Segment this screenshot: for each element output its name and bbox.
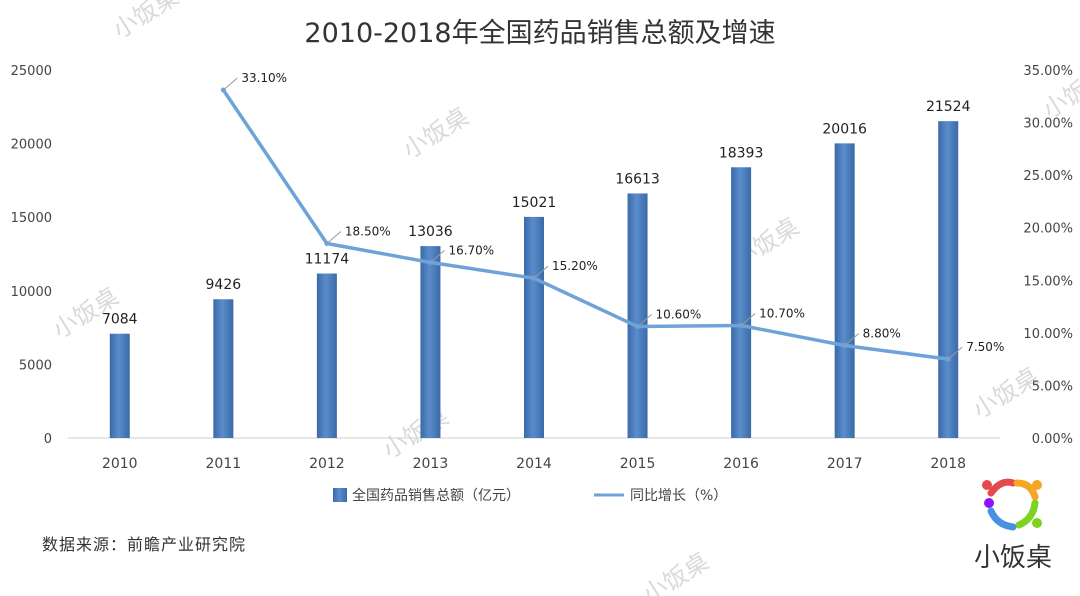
- growth-label-leader: [430, 250, 445, 263]
- y-right-tick-label: 20.00%: [1023, 222, 1073, 237]
- brand-logo: 小饭桌: [974, 478, 1052, 573]
- y-left-tick-label: 5000: [19, 358, 52, 373]
- x-tick-label: 2018: [930, 456, 966, 472]
- bar-value-label: 11174: [305, 252, 350, 268]
- y-axis-right: 0.00% 5.00% 10.00% 15.00% 20.00% 25.00% 30.00%…: [1023, 64, 1073, 447]
- bar-value-label: 15021: [512, 195, 557, 211]
- x-tick-label: 2010: [102, 456, 138, 472]
- watermark-text: 小饭桌: [378, 402, 454, 464]
- data-source-note: 数据来源：前瞻产业研究院: [42, 535, 246, 554]
- bar: [420, 246, 441, 438]
- y-right-tick-label: 25.00%: [1023, 169, 1073, 184]
- bar-value-label: 7084: [102, 312, 138, 328]
- bar: [731, 167, 752, 438]
- y-left-tick-label: 10000: [11, 285, 52, 300]
- y-left-tick-label: 15000: [11, 211, 52, 226]
- legend-bar-swatch: [333, 488, 347, 502]
- growth-value-label: 33.10%: [241, 71, 287, 85]
- bar-series: 7084 9426 11174 13036 15021 16613 18393 20016 21…: [102, 99, 971, 438]
- y-right-tick-label: 0.00%: [1032, 432, 1073, 447]
- bar-value-label: 18393: [719, 145, 764, 161]
- growth-label-leader: [533, 265, 549, 279]
- bar: [109, 333, 130, 438]
- growth-value-label: 8.80%: [863, 326, 901, 340]
- y-right-tick-label: 5.00%: [1032, 379, 1073, 394]
- bar-value-label: 13036: [408, 224, 453, 240]
- bar: [213, 299, 234, 438]
- legend-bar-label: 全国药品销售总额（亿元）: [352, 487, 520, 504]
- growth-line-series: 33.10% 18.50% 16.70% 15.20% 10.60% 10.70% 8.80…: [220, 71, 1004, 362]
- growth-value-label: 15.20%: [552, 259, 598, 273]
- x-tick-label: 2011: [206, 456, 242, 472]
- x-tick-label: 2016: [723, 456, 759, 472]
- growth-label-leader: [637, 314, 652, 327]
- y-right-tick-label: 30.00%: [1023, 117, 1073, 132]
- growth-value-label: 7.50%: [966, 340, 1004, 354]
- bar: [316, 273, 337, 438]
- growth-label-leader: [223, 77, 238, 91]
- growth-label-leader: [947, 346, 963, 360]
- watermark-text: 小饭桌: [108, 0, 184, 44]
- bar: [524, 216, 544, 438]
- logo-mark-icon: [982, 478, 1042, 531]
- watermark-text: 小饭桌: [638, 547, 714, 596]
- y-left-tick-label: 0: [44, 432, 52, 447]
- y-right-tick-label: 35.00%: [1023, 64, 1073, 79]
- y-left-tick-label: 20000: [11, 138, 52, 153]
- y-right-tick-label: 10.00%: [1023, 327, 1073, 342]
- logo-text: 小饭桌: [974, 543, 1052, 573]
- growth-line: [221, 88, 949, 361]
- bar-value-label: 20016: [822, 121, 867, 137]
- x-axis: 2010 2011 2012 2013 2014 2015 2016 2017 2018: [102, 456, 966, 472]
- growth-value-label: 16.70%: [448, 243, 494, 257]
- growth-value-label: 10.70%: [759, 306, 805, 320]
- bar-value-label: 16613: [615, 171, 660, 187]
- y-right-tick-label: 15.00%: [1023, 274, 1073, 289]
- growth-label-leader: [326, 231, 342, 244]
- y-left-tick-label: 25000: [11, 64, 52, 79]
- growth-value-label: 18.50%: [345, 224, 391, 238]
- x-tick-label: 2012: [309, 456, 345, 472]
- growth-value-label: 10.60%: [656, 308, 702, 322]
- bar: [938, 121, 959, 438]
- x-tick-label: 2013: [413, 456, 449, 472]
- legend: 全国药品销售总额（亿元） 同比增长（%）: [333, 487, 727, 504]
- bar-value-label: 9426: [206, 277, 242, 293]
- x-tick-label: 2014: [516, 456, 552, 472]
- bar-value-label: 21524: [926, 99, 971, 115]
- bar: [834, 143, 855, 438]
- watermark-text: 小饭桌: [398, 102, 474, 164]
- growth-label-leader: [844, 333, 859, 346]
- chart-title: 2010-2018年全国药品销售总额及增速: [304, 18, 775, 49]
- bar: [627, 193, 648, 438]
- x-tick-label: 2015: [620, 456, 656, 472]
- legend-line-label: 同比增长（%）: [630, 488, 727, 504]
- y-axis-left: 0 5000 10000 15000 20000 25000: [11, 64, 52, 447]
- growth-label-leader: [740, 313, 756, 326]
- x-tick-label: 2017: [827, 456, 863, 472]
